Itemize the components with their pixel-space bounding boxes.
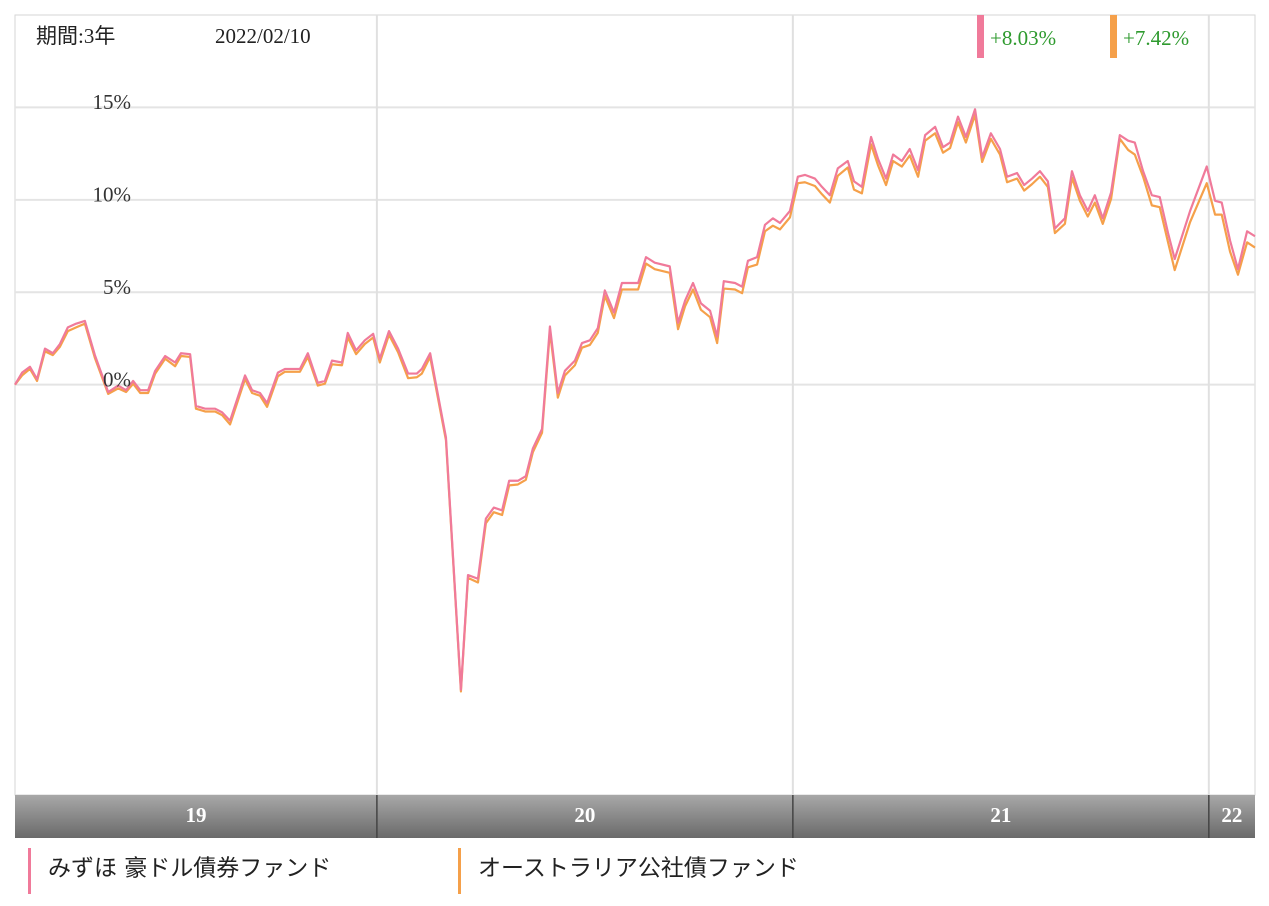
period-label: 期間:3年 (36, 24, 115, 48)
series-line (14, 113, 1256, 693)
return-swatch (1110, 15, 1117, 58)
x-tick-label: 22 (1221, 803, 1242, 827)
legend-label: オーストラリア公社債ファンド (478, 856, 799, 882)
return-label: +7.42% (1123, 26, 1189, 50)
x-tick-label: 20 (574, 803, 595, 827)
x-tick-label: 21 (990, 803, 1011, 827)
legend-swatch (458, 848, 461, 894)
plot-frame (14, 14, 1256, 796)
legend-swatch (28, 848, 31, 894)
legend-label: みずほ 豪ドル債券ファンド (48, 856, 331, 882)
return-label: +8.03% (990, 26, 1056, 50)
date-label: 2022/02/10 (215, 24, 311, 48)
x-axis-band (15, 795, 1255, 838)
x-tick-label: 19 (185, 803, 206, 827)
y-tick-label: 5% (103, 275, 131, 299)
y-tick-label: 10% (93, 183, 132, 207)
return-swatch (977, 15, 984, 58)
y-tick-label: 0% (103, 367, 131, 391)
y-tick-label: 15% (93, 90, 132, 114)
series-line (14, 108, 1256, 691)
